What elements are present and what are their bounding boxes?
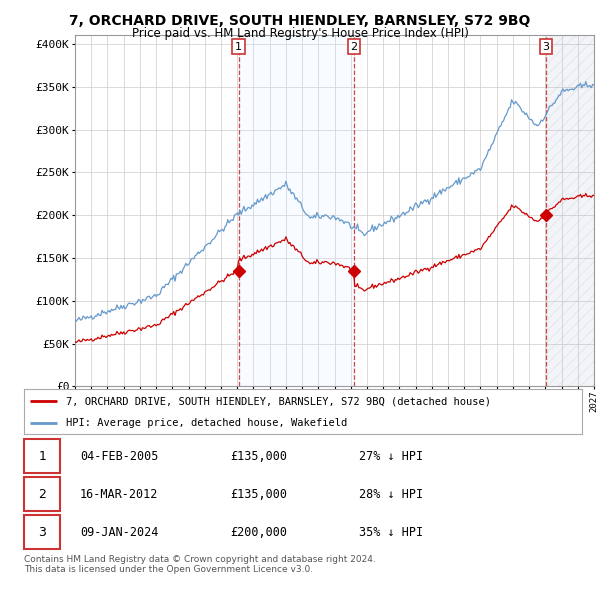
Text: 09-JAN-2024: 09-JAN-2024	[80, 526, 158, 539]
Text: 35% ↓ HPI: 35% ↓ HPI	[359, 526, 423, 539]
Text: Contains HM Land Registry data © Crown copyright and database right 2024.
This d: Contains HM Land Registry data © Crown c…	[24, 555, 376, 574]
Text: 1: 1	[38, 450, 46, 463]
Bar	[546, 35, 594, 386]
Text: Price paid vs. HM Land Registry's House Price Index (HPI): Price paid vs. HM Land Registry's House …	[131, 27, 469, 40]
Text: £135,000: £135,000	[230, 450, 287, 463]
Text: 27% ↓ HPI: 27% ↓ HPI	[359, 450, 423, 463]
FancyBboxPatch shape	[24, 516, 60, 549]
Text: 04-FEB-2005: 04-FEB-2005	[80, 450, 158, 463]
Text: 2: 2	[350, 41, 358, 51]
Text: 3: 3	[38, 526, 46, 539]
Text: 7, ORCHARD DRIVE, SOUTH HIENDLEY, BARNSLEY, S72 9BQ: 7, ORCHARD DRIVE, SOUTH HIENDLEY, BARNSL…	[70, 14, 530, 28]
Text: 2: 2	[38, 487, 46, 501]
FancyBboxPatch shape	[24, 440, 60, 473]
FancyBboxPatch shape	[24, 477, 60, 511]
Text: £200,000: £200,000	[230, 526, 287, 539]
Text: 28% ↓ HPI: 28% ↓ HPI	[359, 487, 423, 501]
Text: 1: 1	[235, 41, 242, 51]
Text: 7, ORCHARD DRIVE, SOUTH HIENDLEY, BARNSLEY, S72 9BQ (detached house): 7, ORCHARD DRIVE, SOUTH HIENDLEY, BARNSL…	[66, 396, 491, 407]
Text: HPI: Average price, detached house, Wakefield: HPI: Average price, detached house, Wake…	[66, 418, 347, 428]
Text: 3: 3	[542, 41, 550, 51]
Text: £135,000: £135,000	[230, 487, 287, 501]
Text: 16-MAR-2012: 16-MAR-2012	[80, 487, 158, 501]
Bar	[239, 35, 354, 386]
